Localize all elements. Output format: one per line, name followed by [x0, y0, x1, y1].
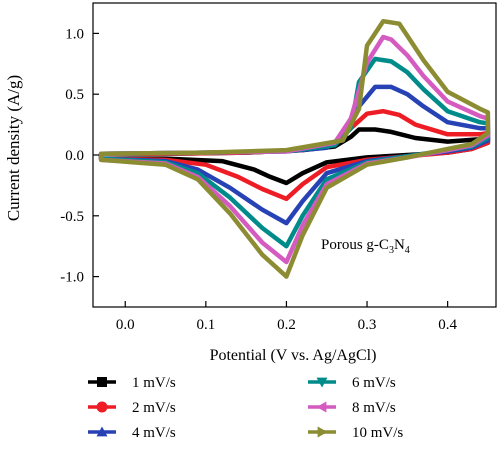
- legend-marker: [316, 401, 327, 413]
- x-tick-label: 0.4: [438, 317, 457, 333]
- sample-annotation: Porous g-C3N4: [321, 237, 410, 256]
- legend-item: 10 mV/s: [308, 425, 403, 441]
- legend-label: 10 mV/s: [352, 425, 403, 441]
- series-lines: [98, 18, 491, 279]
- y-tick-label: 0.0: [65, 148, 84, 164]
- legend-label: 6 mV/s: [352, 375, 396, 391]
- y-tick-label: -0.5: [60, 209, 84, 225]
- series-line: [98, 18, 491, 279]
- legend-item: 8 mV/s: [308, 400, 396, 416]
- legend-item: 4 mV/s: [88, 425, 176, 441]
- legend-item: 2 mV/s: [88, 400, 176, 416]
- y-axis-ticks: -1.0 -0.5 0.0 0.5 1.0: [60, 26, 99, 286]
- x-tick-label: 0.0: [116, 317, 135, 333]
- legend-marker: [96, 426, 108, 437]
- legend-item: 6 mV/s: [308, 375, 396, 391]
- y-tick-label: 1.0: [65, 26, 84, 42]
- x-tick-label: 0.3: [358, 317, 377, 333]
- x-axis-ticks: 0.0 0.1 0.2 0.3 0.4: [116, 301, 458, 333]
- annotation-mid: N: [394, 237, 405, 253]
- y-axis-label: Current density (A/g): [4, 75, 23, 221]
- y-tick-label: -1.0: [60, 270, 84, 286]
- annotation-sub1: 3: [389, 245, 394, 256]
- legend-marker: [97, 377, 107, 387]
- x-axis-label: Potential (V vs. Ag/AgCl): [210, 347, 377, 364]
- legend-label: 4 mV/s: [132, 425, 176, 441]
- legend-marker: [316, 377, 328, 388]
- x-tick-label: 0.1: [196, 317, 215, 333]
- legend-label: 1 mV/s: [132, 375, 176, 391]
- legend-marker: [317, 426, 328, 438]
- legend-label: 2 mV/s: [132, 400, 176, 416]
- legend-label: 8 mV/s: [352, 400, 396, 416]
- annotation-sub2: 4: [405, 245, 410, 256]
- legend: 1 mV/s 2 mV/s 4 mV/s 6 mV/s 8 mV/s 10 mV/s: [88, 375, 403, 441]
- legend-marker: [96, 401, 108, 413]
- x-tick-label: 0.2: [277, 317, 296, 333]
- legend-item: 1 mV/s: [88, 375, 176, 391]
- annotation-prefix: Porous g-C: [321, 237, 389, 253]
- y-tick-label: 0.5: [65, 87, 84, 103]
